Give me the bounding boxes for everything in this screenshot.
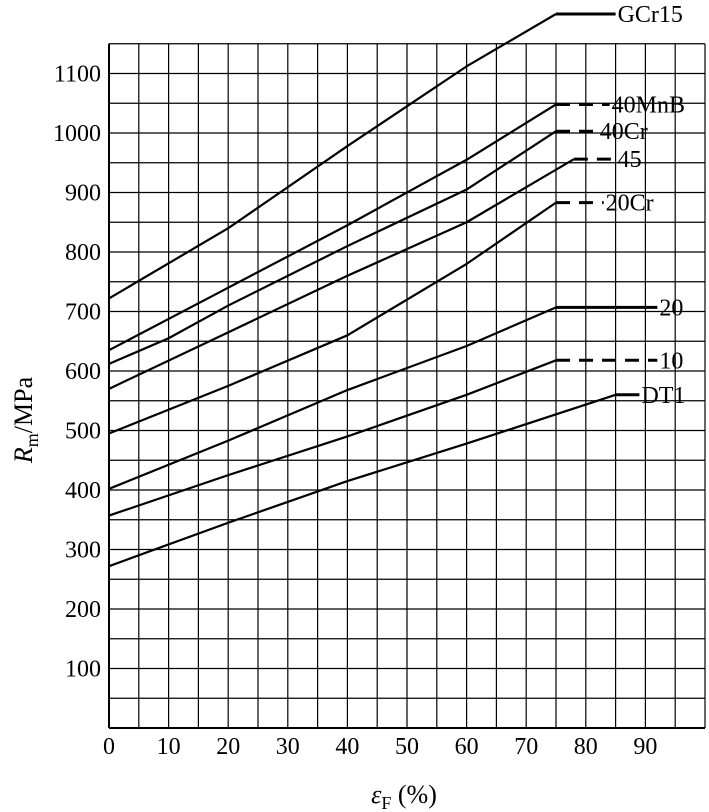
series-line [108, 130, 557, 365]
series-line [108, 13, 557, 300]
x-axis-label-unit: (%) [391, 780, 436, 809]
grid [108, 43, 706, 729]
y-tick-label: 1000 [53, 121, 101, 147]
x-tick-label: 40 [335, 734, 359, 760]
x-tick-label: 70 [514, 734, 538, 760]
series-line [108, 201, 557, 435]
x-tick-label: 80 [574, 734, 598, 760]
y-tick-label: 700 [65, 300, 101, 326]
series-line [108, 359, 557, 517]
x-axis-label-main: ε [371, 780, 382, 809]
series-label: 40MnB [612, 92, 685, 118]
y-tick-label: 200 [65, 597, 101, 623]
series-label: 45 [618, 147, 642, 173]
y-tick-label: 600 [65, 359, 101, 385]
y-tick-label: 500 [65, 419, 101, 445]
y-tick-label: 900 [65, 181, 101, 207]
series-label: GCr15 [618, 2, 683, 28]
y-tick-label: 300 [65, 538, 101, 564]
series-label: 20Cr [606, 191, 654, 217]
y-axis-label-sub: m [22, 433, 42, 447]
series-line [108, 306, 557, 490]
x-tick-label: 10 [157, 734, 181, 760]
y-axis-label-unit: /MPa [9, 376, 38, 433]
y-tick-label: 1100 [54, 62, 101, 88]
x-tick-label: 90 [633, 734, 657, 760]
series-label: 20 [659, 295, 683, 321]
x-tick-label: 60 [455, 734, 479, 760]
x-tick-label: 20 [216, 734, 240, 760]
x-axis-label: εF (%) [371, 780, 437, 812]
x-tick-label: 50 [395, 734, 419, 760]
x-tick-label: 30 [276, 734, 300, 760]
series-label: 40Cr [600, 119, 648, 145]
series-label: 10 [659, 348, 683, 374]
series-line [108, 103, 557, 352]
series-label: DT1 [641, 383, 685, 409]
series-line [108, 158, 575, 390]
y-tick-label: 100 [65, 657, 101, 683]
x-tick-label: 0 [103, 734, 115, 760]
y-tick-label: 800 [65, 240, 101, 266]
y-axis-label: Rm/MPa [9, 376, 42, 464]
tick-labels: 0 10 20 30 40 50 60 70 80 90 100 200 300 400 500 600 700… [53, 62, 657, 761]
series-line [108, 393, 616, 568]
x-axis-label-sub: F [381, 793, 391, 812]
y-axis-label-main: R [9, 447, 38, 464]
y-tick-label: 400 [65, 478, 101, 504]
